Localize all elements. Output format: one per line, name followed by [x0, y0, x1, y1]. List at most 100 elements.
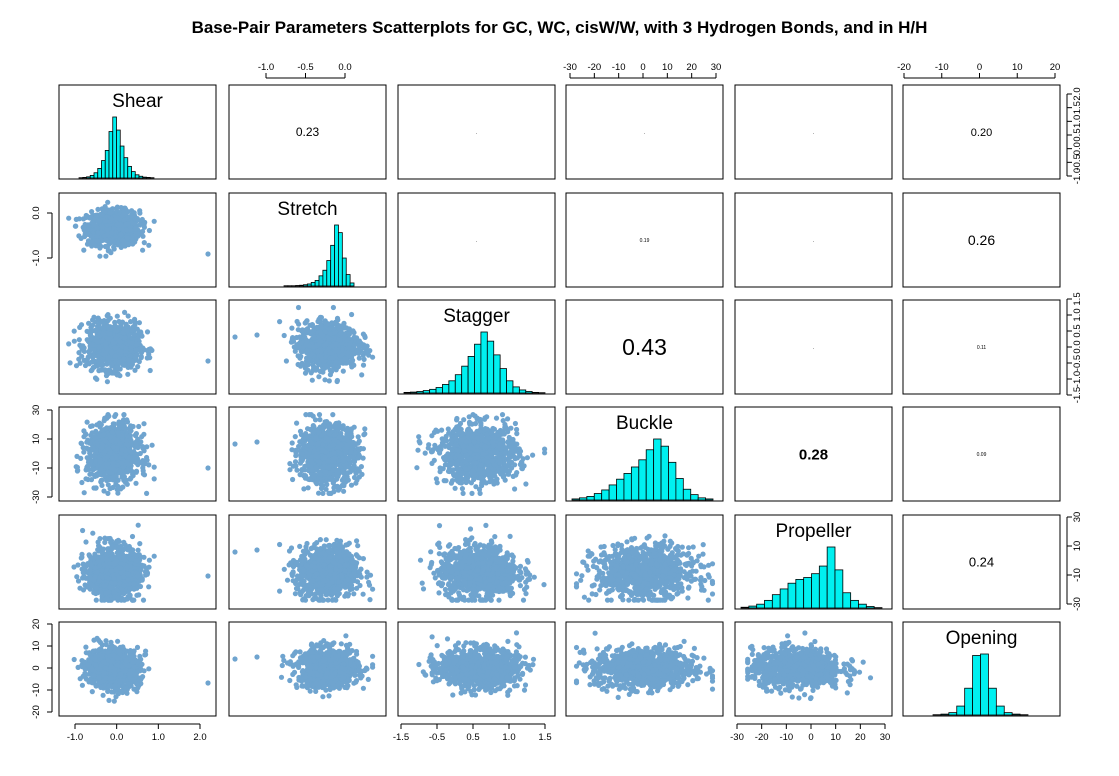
data-point	[298, 335, 304, 341]
data-point	[103, 237, 110, 243]
data-point	[300, 451, 306, 457]
panel-buckle-stagger	[397, 406, 556, 502]
data-point	[111, 246, 117, 252]
chart-title: Base-Pair Parameters Scatterplots for GC…	[191, 18, 928, 37]
data-point	[97, 253, 103, 259]
data-point	[331, 455, 337, 461]
data-point	[151, 476, 157, 482]
panel-frame	[228, 84, 387, 180]
data-point	[140, 233, 146, 239]
data-point	[136, 423, 142, 430]
histogram-bar	[93, 172, 99, 179]
data-point	[320, 448, 326, 454]
data-point	[100, 224, 106, 230]
data-point	[315, 348, 321, 354]
data-point	[277, 319, 283, 325]
data-point	[316, 374, 322, 380]
diag-label-stagger: Stagger	[443, 306, 510, 327]
data-point	[315, 454, 321, 460]
data-point	[141, 421, 147, 427]
data-point	[322, 419, 328, 425]
data-point	[83, 431, 89, 437]
data-point	[350, 357, 356, 363]
data-point	[89, 209, 95, 215]
data-point	[151, 464, 157, 470]
data-point	[81, 490, 87, 496]
data-point	[302, 463, 308, 469]
histogram-bar	[146, 177, 151, 179]
data-point	[344, 436, 350, 443]
data-point	[129, 213, 135, 219]
correlation-mark: .	[476, 238, 477, 244]
data-point	[298, 348, 304, 355]
data-point	[117, 222, 123, 228]
panel-shear-shear: Shear	[58, 84, 217, 180]
correlation-mark: .	[813, 130, 814, 136]
data-point	[337, 337, 343, 343]
data-point	[144, 444, 150, 450]
data-point	[294, 420, 300, 426]
correlation-mark: .	[644, 130, 645, 136]
data-point	[82, 230, 88, 236]
data-point	[112, 353, 118, 359]
data-point	[356, 438, 362, 444]
histogram-bar	[518, 389, 527, 394]
data-point	[105, 490, 111, 496]
data-point	[309, 329, 315, 335]
data-point	[124, 328, 130, 334]
data-point	[356, 453, 362, 459]
data-point	[309, 467, 315, 473]
data-point	[144, 347, 150, 354]
data-point	[115, 215, 121, 221]
data-point	[336, 349, 342, 355]
data-point	[151, 218, 157, 224]
data-point	[112, 467, 118, 473]
data-point	[133, 480, 139, 486]
panel-stagger-buckle: 0.43	[565, 299, 724, 395]
data-point	[87, 332, 93, 339]
data-point	[90, 445, 96, 451]
data-point	[303, 412, 309, 418]
data-point	[104, 244, 110, 250]
data-point	[110, 444, 116, 450]
data-point	[114, 372, 120, 378]
data-point	[340, 469, 346, 475]
data-point	[137, 450, 143, 457]
data-point	[123, 221, 129, 227]
histogram-bar	[422, 390, 431, 394]
data-point	[338, 330, 344, 337]
data-point	[131, 332, 137, 338]
data-point	[124, 481, 130, 487]
data-point	[312, 427, 318, 433]
data-point	[141, 240, 147, 246]
histogram-bar	[101, 160, 106, 179]
data-point	[100, 331, 106, 337]
data-point	[116, 318, 122, 325]
data-point	[124, 235, 130, 241]
data-point	[317, 417, 323, 423]
data-point	[287, 467, 293, 473]
data-point	[110, 474, 116, 480]
data-point	[83, 467, 89, 473]
data-point	[433, 476, 439, 482]
panel-frame	[397, 84, 556, 180]
data-point	[132, 367, 138, 373]
data-point	[292, 434, 298, 440]
data-point	[340, 458, 346, 464]
data-point	[135, 462, 141, 468]
panel-stretch-buckle: 0.19	[565, 192, 724, 288]
data-point	[104, 370, 110, 376]
data-point	[86, 320, 92, 326]
data-point	[340, 368, 346, 374]
data-point	[315, 441, 321, 447]
data-point	[133, 442, 139, 448]
data-point	[123, 345, 129, 351]
data-point	[300, 472, 307, 479]
data-point	[108, 216, 114, 222]
data-point	[323, 341, 329, 347]
data-point	[128, 363, 134, 369]
data-point	[110, 421, 116, 427]
data-point	[330, 442, 336, 448]
data-point	[66, 341, 72, 347]
data-point	[74, 468, 80, 474]
